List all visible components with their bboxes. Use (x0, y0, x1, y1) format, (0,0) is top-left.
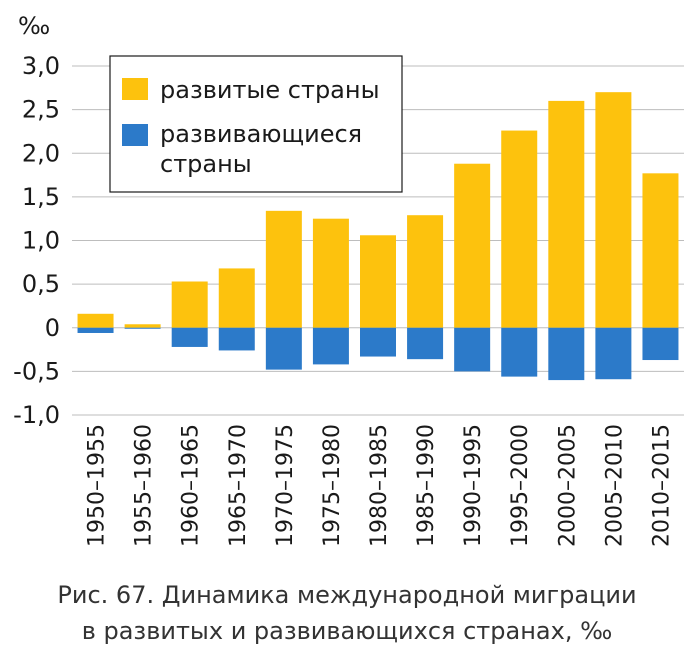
bar-developing (454, 327, 491, 372)
bar-developed (642, 173, 679, 328)
bar-developing (501, 327, 538, 377)
bar-developed (360, 235, 396, 328)
legend-label-developing-line2: страны (160, 150, 252, 178)
x-tick-label: 2010–2015 (649, 424, 674, 547)
y-tick-label: 3,0 (22, 52, 60, 80)
x-tick-label: 1950–1955 (85, 424, 110, 547)
x-tick-label: 2000–2005 (555, 424, 580, 547)
bar-developed (77, 313, 114, 328)
bar-developing (171, 327, 208, 347)
y-tick-label: 2,0 (22, 139, 60, 167)
x-tick-label: 1995–2000 (508, 424, 533, 547)
y-axis-ticks: 3,0 2,5 2,0 1,5 1,0 0,5 0 -0,5 -1,0 (13, 52, 60, 429)
y-tick-label: 1,0 (22, 227, 60, 255)
chart: 3,02,52,01,51,00,50-0,5-1,0 1950–1955 195… (13, 12, 684, 547)
bar-developing (77, 327, 114, 333)
bar-developed (312, 218, 349, 328)
bar-developing (360, 327, 396, 357)
x-tick-label: 1955–1960 (132, 424, 157, 547)
bar-developing (407, 327, 444, 360)
x-tick-label: 2005–2010 (602, 424, 627, 547)
x-tick-label: 1965–1970 (226, 424, 251, 547)
x-tick-label: 1985–1990 (414, 424, 439, 547)
y-tick-label: -1,0 (13, 401, 60, 429)
bar-developing (124, 327, 161, 329)
bar-developed (265, 210, 302, 328)
bar-developing (595, 327, 632, 380)
bar-developed (407, 215, 444, 328)
legend-label-developed: развитые страны (160, 76, 380, 104)
bar-developed (454, 163, 491, 328)
bar-developing (548, 327, 585, 381)
y-tick-label: 0 (45, 314, 60, 342)
x-tick-label: 1990–1995 (461, 424, 486, 547)
bar-developed (501, 130, 538, 328)
bar-developed (548, 100, 585, 328)
y-tick-label: 0,5 (22, 270, 60, 298)
bar-developed (171, 281, 208, 328)
bars (77, 92, 679, 381)
y-tick-label: -0,5 (13, 357, 60, 385)
x-tick-label: 1970–1975 (273, 424, 298, 547)
bar-developing (642, 327, 679, 361)
legend: развитые страны развивающиеся страны (109, 55, 403, 193)
bar-developing (312, 327, 349, 365)
bar-developed (124, 324, 161, 328)
y-unit-label: ‰ (18, 12, 50, 40)
x-tick-label: 1960–1965 (179, 424, 204, 547)
legend-swatch-developed (122, 78, 148, 100)
figure-caption-line1: Рис. 67. Динамика международной миграции (57, 581, 637, 609)
legend-label-developing-line1: развивающиеся (160, 120, 362, 148)
bar-developing (218, 327, 255, 351)
bar-developing (265, 327, 302, 370)
bar-developed (595, 92, 632, 328)
y-tick-label: 1,5 (22, 183, 60, 211)
bar-developed (218, 268, 255, 328)
x-tick-label: 1980–1985 (367, 424, 392, 547)
y-tick-label: 2,5 (22, 96, 60, 124)
legend-swatch-developing (122, 124, 148, 146)
x-tick-label: 1975–1980 (320, 424, 345, 547)
legend-box (109, 55, 403, 193)
x-axis-ticks: 1950–1955 1955–1960 1960–1965 1965–1970 1970… (85, 424, 675, 547)
figure-caption-line2: в развитых и развивающихся странах, ‰ (81, 617, 613, 645)
